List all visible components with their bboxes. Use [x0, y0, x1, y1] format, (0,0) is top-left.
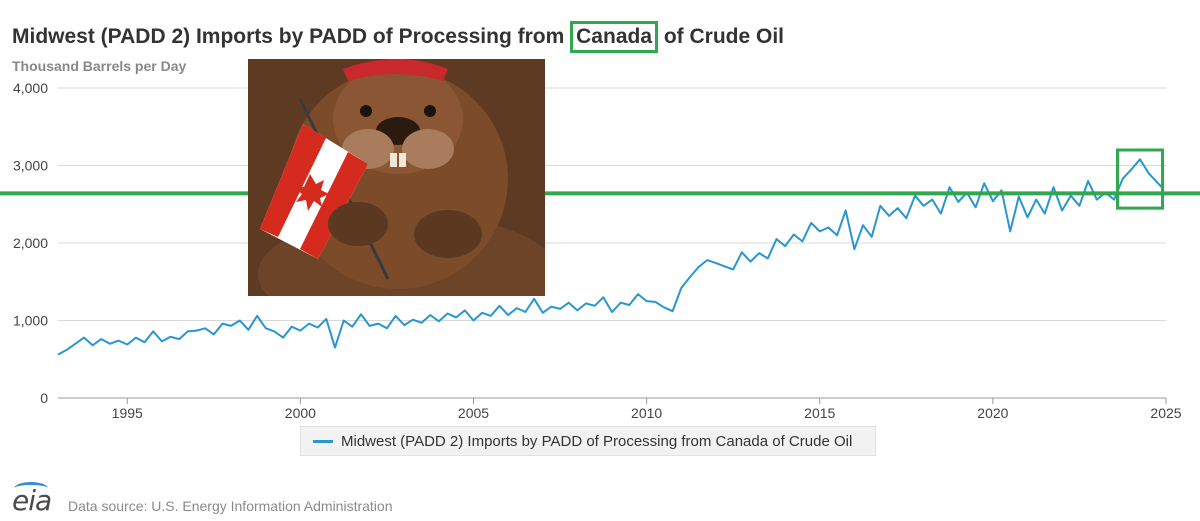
x-tick-label: 2000 [285, 405, 316, 421]
x-tick-label: 1995 [112, 405, 143, 421]
title-part-1: Midwest (PADD 2) Imports by PADD of Proc… [12, 25, 565, 48]
y-tick-label: 1,000 [13, 313, 48, 329]
title-part-2: of Crude Oil [663, 25, 785, 48]
x-tick-label: 2015 [804, 405, 835, 421]
annotation-highlight-box [1116, 148, 1165, 210]
y-axis-unit-label: Thousand Barrels per Day [12, 58, 187, 74]
legend-line-swatch [313, 439, 333, 443]
x-tick-label: 2010 [631, 405, 662, 421]
chart-legend[interactable]: Midwest (PADD 2) Imports by PADD of Proc… [300, 426, 876, 456]
y-tick-label: 4,000 [13, 80, 48, 96]
x-tick-label: 2020 [977, 405, 1008, 421]
eia-logo: eia [12, 484, 52, 517]
beaver-with-canada-flag-photo [248, 59, 545, 296]
data-source-note: Data source: U.S. Energy Information Adm… [68, 498, 393, 514]
title-highlight-canada: Canada [570, 21, 658, 53]
legend-label: Midwest (PADD 2) Imports by PADD of Proc… [341, 432, 853, 450]
y-tick-label: 2,000 [13, 235, 48, 251]
eia-logo-swoosh [14, 482, 48, 495]
y-tick-label: 0 [40, 390, 48, 406]
y-tick-label: 3,000 [13, 158, 48, 174]
series-line [57, 158, 1164, 356]
x-tick-label: 2025 [1150, 405, 1181, 421]
x-tick-label: 2005 [458, 405, 489, 421]
chart-title: Midwest (PADD 2) Imports by PADD of Proc… [12, 21, 785, 53]
